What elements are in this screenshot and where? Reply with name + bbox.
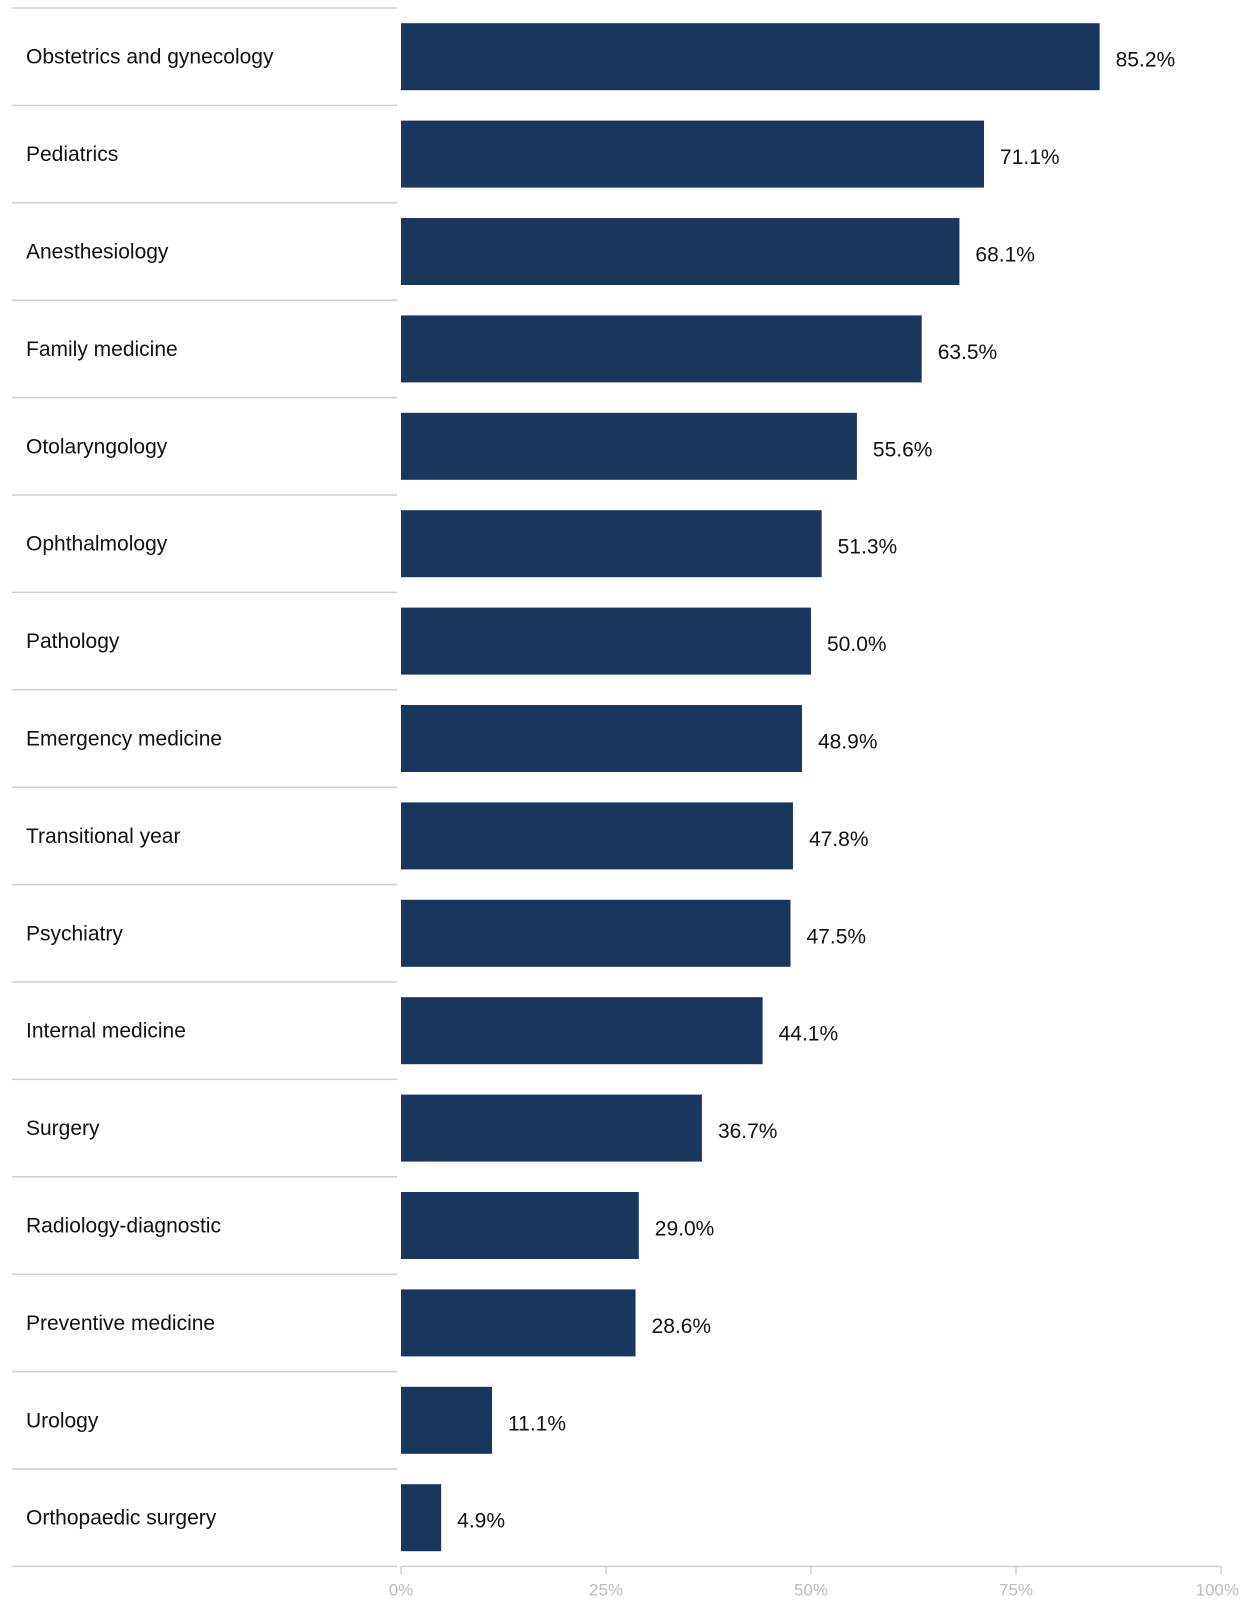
category-label: Radiology-diagnostic <box>26 1215 221 1238</box>
category-label: Anesthesiology <box>26 241 169 264</box>
x-axis: 0% 25% 50% 75% 100% <box>389 1565 1239 1599</box>
data-label: 28.6% <box>652 1315 712 1338</box>
category-label: Urology <box>26 1409 99 1432</box>
bar <box>401 1192 639 1259</box>
x-tick-label: 25% <box>589 1580 623 1599</box>
x-tick-label: 75% <box>999 1580 1033 1599</box>
row-separators <box>12 7 397 1568</box>
category-label: Pediatrics <box>26 143 118 166</box>
data-label: 47.5% <box>807 925 867 948</box>
data-label: 29.0% <box>655 1218 715 1241</box>
bar <box>401 218 960 285</box>
data-label: 47.8% <box>809 828 869 851</box>
data-label: 71.1% <box>1000 146 1060 169</box>
bar <box>401 1484 442 1552</box>
category-label: Family medicine <box>26 338 178 361</box>
bar <box>401 510 822 578</box>
data-label: 68.1% <box>975 244 1035 267</box>
bar <box>401 1386 493 1454</box>
data-label: 63.5% <box>938 341 998 364</box>
bar <box>401 120 985 188</box>
bar <box>401 1094 702 1162</box>
category-label: Otolaryngology <box>26 435 168 458</box>
category-label: Preventive medicine <box>26 1312 215 1335</box>
category-label: Orthopaedic surgery <box>26 1507 217 1530</box>
x-tick-label: 0% <box>389 1580 414 1599</box>
bar <box>401 315 922 383</box>
category-label: Internal medicine <box>26 1020 186 1043</box>
data-label: 11.1% <box>508 1412 566 1435</box>
value-labels: 85.2% 71.1% 68.1% 63.5% 55.6% 51.3% 50.0% 48.9%… <box>457 49 1175 1533</box>
data-label: 36.7% <box>718 1120 778 1143</box>
data-label: 50.0% <box>827 633 887 656</box>
data-label: 55.6% <box>873 438 933 461</box>
data-label: 85.2% <box>1116 49 1176 72</box>
bar <box>401 705 802 772</box>
bars <box>401 23 1100 1552</box>
bar <box>401 607 811 675</box>
category-label: Emergency medicine <box>26 728 222 751</box>
bar <box>401 997 763 1065</box>
category-label: Pathology <box>26 630 120 653</box>
bar <box>401 899 791 967</box>
x-tick-label: 50% <box>794 1580 828 1599</box>
data-label: 51.3% <box>838 536 898 559</box>
x-tick-label: 100% <box>1196 1580 1239 1599</box>
bar <box>401 412 857 480</box>
category-label: Surgery <box>26 1117 100 1140</box>
bar <box>401 802 793 870</box>
category-label: Psychiatry <box>26 922 123 945</box>
category-label: Obstetrics and gynecology <box>26 46 274 69</box>
data-label: 4.9% <box>457 1510 505 1533</box>
category-labels: Obstetrics and gynecology Pediatrics Anest… <box>26 46 274 1530</box>
data-label: 48.9% <box>818 731 878 754</box>
category-label: Transitional year <box>26 825 180 848</box>
bar <box>401 1289 636 1357</box>
category-label: Ophthalmology <box>26 533 168 556</box>
data-label: 44.1% <box>779 1023 839 1046</box>
bar <box>401 23 1100 91</box>
